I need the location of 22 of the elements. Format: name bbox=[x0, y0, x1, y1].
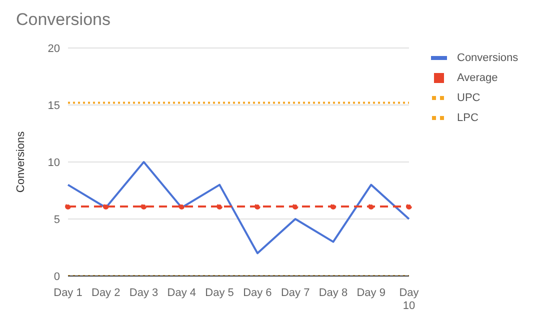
x-tick-label: Day 7 bbox=[280, 287, 310, 299]
y-tick-label: 20 bbox=[48, 42, 60, 55]
y-tick-label: 0 bbox=[54, 270, 60, 283]
x-tick-label: Day 1 bbox=[54, 287, 82, 299]
line-series bbox=[67, 161, 410, 254]
x-tick-label: Day 8 bbox=[318, 287, 348, 299]
y-tick-label: 10 bbox=[48, 156, 60, 169]
x-tick-label: Day 9 bbox=[356, 287, 386, 299]
x-tick-label: Day 6 bbox=[243, 287, 272, 299]
y-axis-title: Conversions bbox=[14, 130, 27, 193]
x-tick-label: Day 4 bbox=[167, 287, 196, 299]
legend-label: UPC bbox=[457, 92, 480, 104]
x-tick-label: Day 5 bbox=[205, 287, 234, 299]
y-tick-label: 15 bbox=[48, 100, 60, 112]
legend-label: Average bbox=[457, 72, 498, 84]
y-tick-label: 5 bbox=[54, 214, 60, 226]
legend-label: LPC bbox=[457, 112, 478, 124]
x-tick-label: Day 10 bbox=[399, 287, 420, 312]
legend-label: Conversions bbox=[457, 52, 518, 64]
x-tick-label: Day 2 bbox=[92, 287, 120, 299]
x-tick-label: Day 3 bbox=[129, 287, 158, 299]
chart-title: Conversions bbox=[16, 10, 110, 30]
